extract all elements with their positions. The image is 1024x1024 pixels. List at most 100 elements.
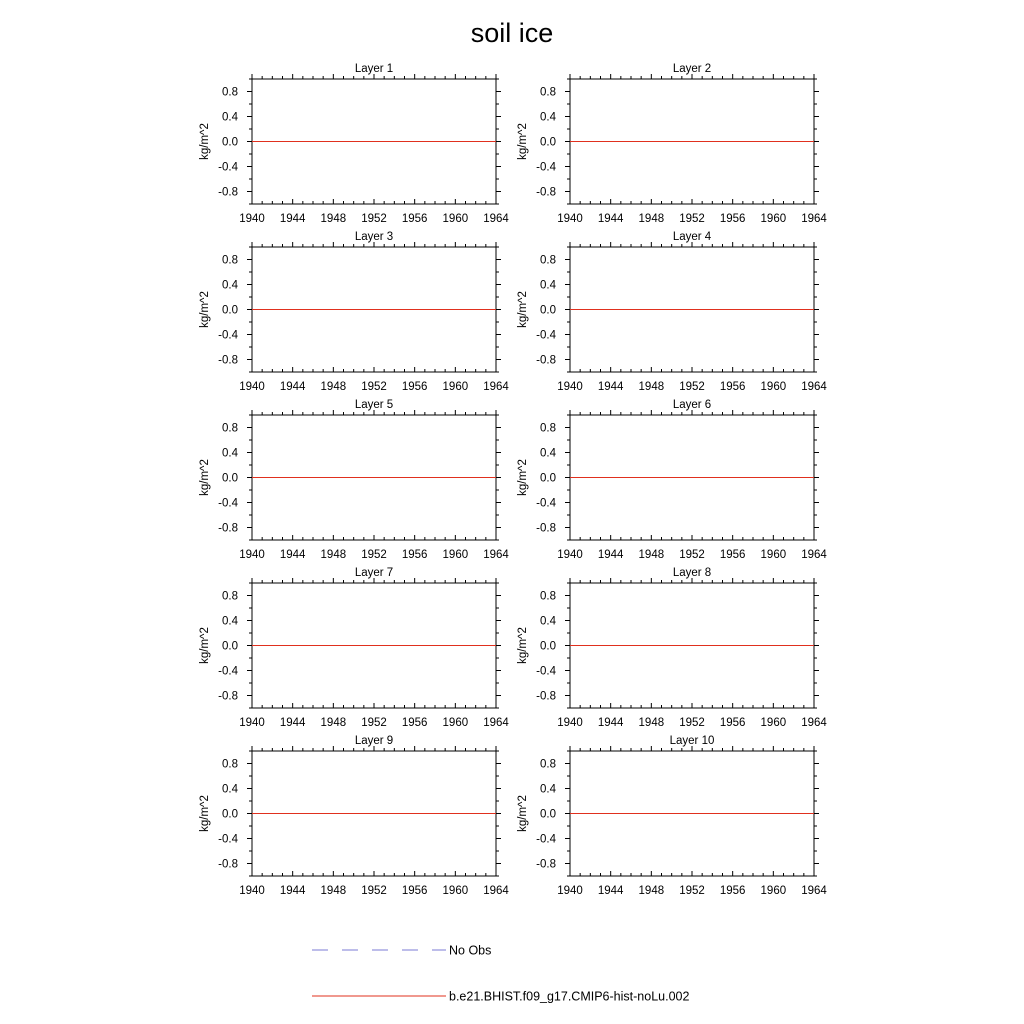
panel-7: Layer 7 1940 1944 1948 1952 1956 1960 1964 0.8 0.… [199,567,509,729]
x-tick-label: 1944 [598,381,624,393]
x-tick-label: 1964 [801,381,827,393]
y-tick-label: -0.4 [218,330,238,342]
y-tick-label: 0.8 [222,759,238,771]
y-tick-label: 0.0 [540,473,556,485]
x-tick-label: 1944 [280,717,306,729]
x-tick-label: 1956 [720,717,746,729]
x-tick-label: 1960 [443,213,469,225]
panel-4: Layer 4 1940 1944 1948 1952 1956 1960 1964 0.8 0.… [517,231,827,393]
panel-8: Layer 8 1940 1944 1948 1952 1956 1960 1964 0.8 0.… [517,567,827,729]
x-tick-label: 1940 [557,549,583,561]
x-tick-label: 1956 [402,381,428,393]
panel-title: Layer 5 [355,399,393,411]
y-tick-label: 0.0 [540,809,556,821]
x-tick-label: 1956 [402,717,428,729]
x-tick-label: 1948 [321,717,347,729]
y-axis-label: kg/m^2 [517,795,529,832]
panels-group: Layer 1 1940 1944 1948 1952 1956 1960 1964 0.8 0.… [199,63,827,897]
y-tick-label: 0.0 [540,641,556,653]
panel-10: Layer 10 1940 1944 1948 1952 1956 1960 1964 0.8 0… [517,735,827,897]
x-tick-label: 1948 [639,381,665,393]
x-tick-label: 1940 [557,213,583,225]
x-tick-label: 1940 [239,885,265,897]
panel-3: Layer 3 1940 1944 1948 1952 1956 1960 1964 0.8 0.… [199,231,509,393]
y-tick-label: 0.8 [540,423,556,435]
y-tick-label: 0.8 [222,255,238,267]
y-tick-label: -0.4 [536,666,556,678]
y-tick-label: 0.0 [222,809,238,821]
x-tick-label: 1964 [483,381,509,393]
x-tick-label: 1948 [321,549,347,561]
x-tick-label: 1952 [679,717,705,729]
y-axis-label: kg/m^2 [517,627,529,664]
y-tick-label: -0.8 [536,859,556,871]
y-tick-label: -0.4 [218,498,238,510]
x-tick-label: 1960 [761,549,787,561]
x-tick-label: 1960 [761,717,787,729]
y-tick-label: 0.8 [540,255,556,267]
legend: No Obs b.e21.BHIST.f09_g17.CMIP6-hist-noL… [312,944,689,1004]
x-tick-label: 1960 [443,549,469,561]
x-tick-label: 1956 [720,885,746,897]
y-tick-label: -0.8 [536,187,556,199]
y-axis-label: kg/m^2 [199,627,211,664]
x-tick-label: 1944 [598,213,624,225]
y-tick-label: -0.4 [536,498,556,510]
y-tick-label: -0.4 [218,666,238,678]
x-tick-label: 1956 [402,213,428,225]
y-tick-label: -0.4 [536,162,556,174]
x-tick-label: 1964 [801,213,827,225]
x-tick-label: 1940 [239,717,265,729]
y-tick-label: -0.4 [536,834,556,846]
y-tick-label: 0.8 [222,423,238,435]
y-tick-label: 0.8 [222,591,238,603]
x-tick-label: 1952 [679,381,705,393]
x-tick-label: 1940 [239,381,265,393]
y-tick-label: 0.8 [540,759,556,771]
x-tick-label: 1944 [280,549,306,561]
y-tick-label: 0.4 [222,280,239,292]
x-tick-label: 1944 [280,381,306,393]
x-tick-label: 1960 [443,381,469,393]
x-tick-label: 1956 [720,213,746,225]
panel-title: Layer 3 [355,231,393,243]
x-tick-label: 1956 [402,549,428,561]
y-tick-label: 0.4 [222,112,239,124]
y-axis-label: kg/m^2 [517,291,529,328]
x-tick-label: 1956 [720,381,746,393]
x-tick-label: 1952 [679,885,705,897]
x-tick-label: 1956 [402,885,428,897]
panel-1: Layer 1 1940 1944 1948 1952 1956 1960 1964 0.8 0.… [199,63,509,225]
y-tick-label: 0.8 [540,591,556,603]
x-tick-label: 1940 [557,381,583,393]
y-tick-label: 0.8 [540,87,556,99]
panel-9: Layer 9 1940 1944 1948 1952 1956 1960 1964 0.8 0.… [199,735,509,897]
x-tick-label: 1952 [679,549,705,561]
x-tick-label: 1956 [720,549,746,561]
y-tick-label: 0.4 [222,448,239,460]
y-tick-label: -0.8 [536,355,556,367]
y-tick-label: -0.8 [218,859,238,871]
x-tick-label: 1940 [239,549,265,561]
x-tick-label: 1944 [598,717,624,729]
x-tick-label: 1944 [598,549,624,561]
y-axis-label: kg/m^2 [517,459,529,496]
y-axis-label: kg/m^2 [199,459,211,496]
x-tick-label: 1952 [361,885,387,897]
panel-title: Layer 9 [355,735,393,747]
panel-title: Layer 10 [670,735,715,747]
x-tick-label: 1952 [361,381,387,393]
y-tick-label: 0.0 [540,137,556,149]
x-tick-label: 1944 [280,885,306,897]
x-tick-label: 1952 [361,549,387,561]
y-tick-label: -0.8 [536,691,556,703]
y-tick-label: 0.0 [222,473,238,485]
legend-label: b.e21.BHIST.f09_g17.CMIP6-hist-noLu.002 [449,990,689,1004]
x-tick-label: 1948 [639,717,665,729]
panel-title: Layer 2 [673,63,711,75]
y-tick-label: -0.4 [536,330,556,342]
chart-title: soil ice [471,18,554,48]
x-tick-label: 1940 [557,885,583,897]
y-tick-label: 0.4 [222,784,239,796]
